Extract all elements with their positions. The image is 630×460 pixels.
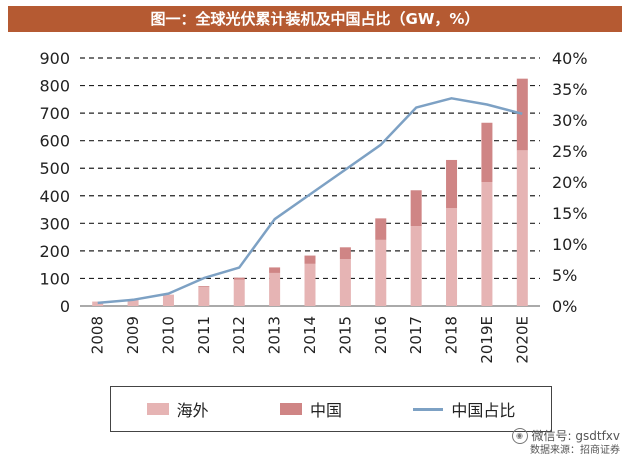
x-tick-label: 2020E <box>513 316 531 364</box>
y-tick-label: 700 <box>39 104 70 123</box>
footer: ◉ 微信号: gsdtfxv 数据来源：招商证券 <box>511 428 620 458</box>
wechat-icon: ◉ <box>511 428 528 444</box>
legend-label-share: 中国占比 <box>451 401 516 420</box>
bar-overseas <box>516 150 528 306</box>
bar-china <box>304 255 316 264</box>
legend-swatch-china <box>279 403 302 415</box>
bar-china <box>198 286 210 287</box>
y-tick-label: 100 <box>39 269 70 288</box>
y2-tick-label: 15% <box>552 204 588 223</box>
bar-china <box>269 267 281 273</box>
bar-china <box>516 78 528 151</box>
chart-title: 图一：全球光伏累计装机及中国占比（GW，%） <box>8 6 622 32</box>
wechat-text: 微信号: gsdtfxv <box>531 429 620 443</box>
y2-tick-label: 5% <box>552 266 577 285</box>
chart-legend: 海外 中国 中国占比 <box>110 386 552 432</box>
y-tick-label: 300 <box>39 214 70 233</box>
y2-tick-label: 40% <box>552 49 588 68</box>
x-tick-label: 2017 <box>407 316 425 354</box>
bar-overseas <box>198 286 210 306</box>
x-tick-label: 2010 <box>159 316 177 354</box>
bar-overseas <box>410 226 422 306</box>
legend-label-china: 中国 <box>309 401 342 420</box>
x-tick-label: 2018 <box>443 316 461 354</box>
y2-tick-label: 10% <box>552 235 588 254</box>
y-tick-label: 200 <box>39 242 70 261</box>
bar-overseas <box>233 279 245 306</box>
bar-china <box>410 190 422 227</box>
bar-china <box>233 277 245 280</box>
bar-china <box>481 122 493 182</box>
bar-overseas <box>375 239 387 306</box>
y2-tick-label: 25% <box>552 142 588 161</box>
bar-overseas <box>481 182 493 306</box>
x-tick-label: 2012 <box>230 316 248 354</box>
legend-item-overseas: 海外 <box>146 397 209 421</box>
legend-item-share: 中国占比 <box>413 397 515 421</box>
bar-china <box>446 159 458 209</box>
y-tick-label: 900 <box>39 49 70 68</box>
x-tick-label: 2019E <box>478 316 496 364</box>
bar-overseas <box>92 301 104 306</box>
x-tick-label: 2008 <box>89 316 107 354</box>
y2-tick-label: 20% <box>552 173 588 192</box>
bar-overseas <box>162 294 174 306</box>
x-tick-label: 2015 <box>336 316 354 354</box>
y-tick-label: 500 <box>39 159 70 178</box>
legend-swatch-share <box>413 407 444 411</box>
legend-item-china: 中国 <box>279 397 342 421</box>
bar-overseas <box>269 272 281 306</box>
bar-overseas <box>339 259 351 306</box>
x-tick-label: 2011 <box>195 316 213 354</box>
x-tick-label: 2016 <box>372 316 390 354</box>
x-tick-label: 2013 <box>266 316 284 354</box>
bar-overseas <box>127 299 139 306</box>
y2-tick-label: 35% <box>552 80 588 99</box>
bar-china <box>375 218 387 240</box>
y-tick-label: 400 <box>39 187 70 206</box>
y-tick-label: 800 <box>39 77 70 96</box>
y2-tick-label: 30% <box>552 111 588 130</box>
x-tick-label: 2014 <box>301 316 319 354</box>
bar-overseas <box>304 263 316 306</box>
y2-tick-label: 0% <box>552 297 577 316</box>
x-tick-label: 2009 <box>124 316 142 354</box>
bar-overseas <box>446 208 458 306</box>
data-source: 数据来源：招商证券 <box>530 445 620 456</box>
y-tick-label: 600 <box>39 132 70 151</box>
wechat-id: ◉ 微信号: gsdtfxv <box>511 428 620 444</box>
legend-swatch-overseas <box>146 403 169 415</box>
legend-label-overseas: 海外 <box>176 401 209 420</box>
bar-china <box>339 247 351 260</box>
line-china-share <box>97 97 523 305</box>
y-tick-label: 0 <box>60 297 70 316</box>
